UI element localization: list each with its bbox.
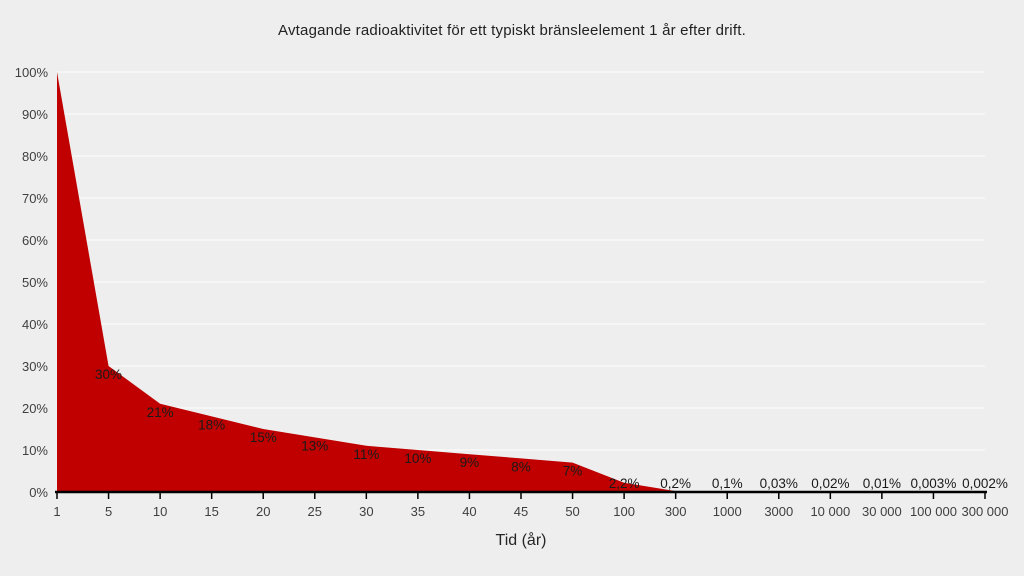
data-label: 18%	[198, 417, 225, 432]
x-axis-tick-label: 50	[565, 504, 579, 519]
x-axis-tick-label: 40	[462, 504, 476, 519]
y-axis-tick-label: 0%	[29, 485, 48, 500]
data-label: 9%	[460, 455, 480, 470]
data-label: 2,2%	[609, 476, 640, 491]
y-axis-tick-label: 30%	[22, 359, 48, 374]
data-label: 0,02%	[811, 476, 849, 491]
data-label: 8%	[511, 459, 531, 474]
x-axis-tick-label: 100 000	[910, 504, 957, 519]
data-label: 10%	[404, 451, 431, 466]
y-axis-tick-label: 10%	[22, 443, 48, 458]
y-axis-tick-label: 20%	[22, 401, 48, 416]
x-axis-tick-label: 1	[53, 504, 60, 519]
x-axis-title: Tid (år)	[495, 532, 547, 549]
x-axis-tick-label: 35	[411, 504, 425, 519]
x-axis-tick-label: 30 000	[862, 504, 902, 519]
data-label: 13%	[301, 438, 328, 453]
y-axis-tick-label: 60%	[22, 233, 48, 248]
data-label: 0,003%	[911, 476, 957, 491]
area-series	[57, 72, 985, 492]
y-axis-tick-label: 50%	[22, 275, 48, 290]
data-label: 11%	[353, 447, 379, 462]
data-label: 0,1%	[712, 476, 743, 491]
x-axis-tick-label: 300 000	[962, 504, 1009, 519]
x-axis-tick-label: 45	[514, 504, 528, 519]
data-label: 0,03%	[760, 476, 798, 491]
x-axis-tick-label: 1000	[713, 504, 742, 519]
x-axis-tick-label: 10	[153, 504, 167, 519]
y-axis-tick-label: 100%	[15, 65, 49, 80]
y-axis-tick-label: 70%	[22, 191, 48, 206]
y-axis-tick-label: 80%	[22, 149, 48, 164]
data-label: 0,002%	[962, 476, 1008, 491]
data-label: 0,01%	[863, 476, 901, 491]
x-axis-tick-label: 300	[665, 504, 687, 519]
data-label: 0,2%	[660, 476, 691, 491]
x-axis-tick-label: 10 000	[810, 504, 850, 519]
y-axis-tick-label: 40%	[22, 317, 48, 332]
x-axis-tick-label: 25	[308, 504, 322, 519]
x-axis-tick-label: 30	[359, 504, 373, 519]
data-label: 30%	[95, 367, 122, 382]
data-label: 15%	[250, 430, 277, 445]
data-label: 21%	[147, 405, 174, 420]
x-axis-tick-label: 20	[256, 504, 270, 519]
x-axis-tick-label: 100	[613, 504, 635, 519]
x-axis-tick-label: 15	[204, 504, 218, 519]
y-axis-tick-label: 90%	[22, 107, 48, 122]
chart-title: Avtagande radioaktivitet för ett typiskt…	[278, 22, 746, 39]
x-axis-tick-label: 5	[105, 504, 112, 519]
data-label: 7%	[563, 464, 583, 479]
x-axis-tick-label: 3000	[764, 504, 793, 519]
